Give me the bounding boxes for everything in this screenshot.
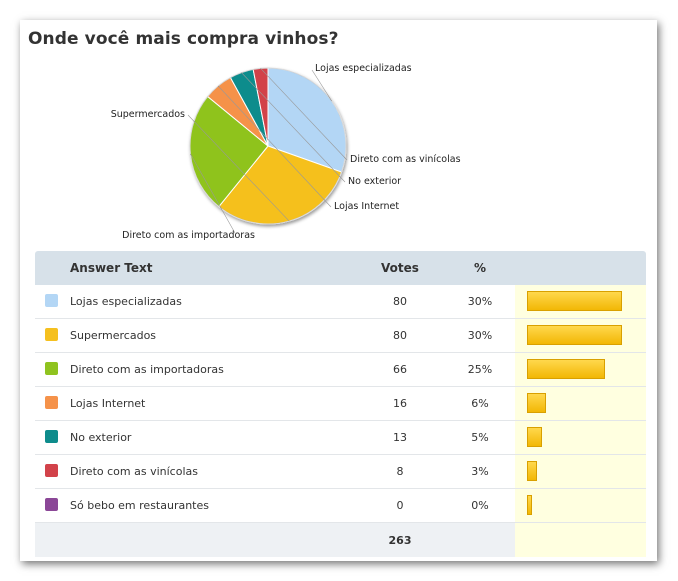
bar-cell <box>515 285 646 318</box>
vote-percent: 0% <box>471 499 489 512</box>
percent-bar <box>527 325 622 345</box>
vote-percent: 3% <box>471 465 489 478</box>
answer-text: Supermercados <box>70 329 157 342</box>
table-footer: 263 <box>35 523 646 557</box>
vote-count: 8 <box>396 465 404 478</box>
percent-bar <box>527 359 605 379</box>
bar-cell <box>515 319 646 352</box>
vote-count: 80 <box>393 295 407 308</box>
percent-bar <box>527 495 532 515</box>
table-row: No exterior 13 5% <box>35 421 646 455</box>
bar-cell <box>515 421 646 454</box>
legend-swatch <box>45 362 58 375</box>
footer-bar-cell <box>515 523 646 557</box>
legend-swatch <box>45 294 58 307</box>
answer-text: Direto com as importadoras <box>70 363 224 376</box>
results-table: Answer Text Votes % Lojas especializadas… <box>35 251 646 557</box>
pie-chart: Lojas especializadas Supermercados Direto … <box>111 63 461 241</box>
bar-cell <box>515 489 646 522</box>
vote-count: 13 <box>393 431 407 444</box>
vote-percent: 30% <box>467 329 493 342</box>
table-row: Direto com as vinícolas 8 3% <box>35 455 646 489</box>
leader-line <box>190 153 236 234</box>
poll-results-card: Onde você mais compra vinhos? Lojas espe… <box>20 20 657 561</box>
pie-slice-label: Lojas especializadas <box>315 63 412 74</box>
percent-bar <box>527 461 537 481</box>
pie-slice-label: Direto com as vinícolas <box>350 154 461 165</box>
poll-title: Onde você mais compra vinhos? <box>28 29 339 49</box>
pie-slice-label: No exterior <box>348 176 401 187</box>
table-row: Direto com as importadoras 66 25% <box>35 353 646 387</box>
table-row: Só bebo em restaurantes 0 0% <box>35 489 646 523</box>
answer-text: Só bebo em restaurantes <box>70 499 209 512</box>
bar-cell <box>515 353 646 386</box>
pie-slice-label: Lojas Internet <box>334 201 399 212</box>
pie-rim <box>189 67 347 225</box>
leader-line <box>187 114 290 222</box>
vote-percent: 6% <box>471 397 489 410</box>
header-votes: Votes <box>381 261 419 275</box>
legend-swatch <box>45 464 58 477</box>
pie-slice-label: Direto com as importadoras <box>122 230 255 241</box>
table-row: Lojas especializadas 80 30% <box>35 285 646 319</box>
percent-bar <box>527 291 622 311</box>
legend-swatch <box>45 396 58 409</box>
pie-slice-label: Supermercados <box>111 109 185 120</box>
bar-cell <box>515 387 646 420</box>
leader-line <box>241 72 346 183</box>
legend-swatch <box>45 498 58 511</box>
table-header: Answer Text Votes % <box>35 251 646 285</box>
leader-line <box>311 69 332 102</box>
vote-percent: 5% <box>471 431 489 444</box>
vote-percent: 25% <box>467 363 493 376</box>
answer-text: Lojas Internet <box>70 397 146 410</box>
answer-text: Lojas especializadas <box>70 295 182 308</box>
percent-bar <box>527 393 546 413</box>
legend-swatch <box>45 430 58 443</box>
vote-percent: 30% <box>467 295 493 308</box>
vote-count: 66 <box>393 363 407 376</box>
total-votes: 263 <box>388 534 412 547</box>
answer-text: No exterior <box>70 431 132 444</box>
vote-count: 0 <box>396 499 404 512</box>
header-answer-text: Answer Text <box>70 261 153 275</box>
vote-count: 16 <box>393 397 407 410</box>
pie-slice <box>267 67 347 173</box>
percent-bar <box>527 427 542 447</box>
vote-count: 80 <box>393 329 407 342</box>
leader-line <box>260 68 348 161</box>
bar-cell <box>515 455 646 488</box>
table-row: Supermercados 80 30% <box>35 319 646 353</box>
legend-swatch <box>45 328 58 341</box>
header-percent: % <box>473 261 487 275</box>
table-row: Lojas Internet 16 6% <box>35 387 646 421</box>
leader-line <box>217 85 332 208</box>
answer-text: Direto com as vinícolas <box>70 465 198 478</box>
